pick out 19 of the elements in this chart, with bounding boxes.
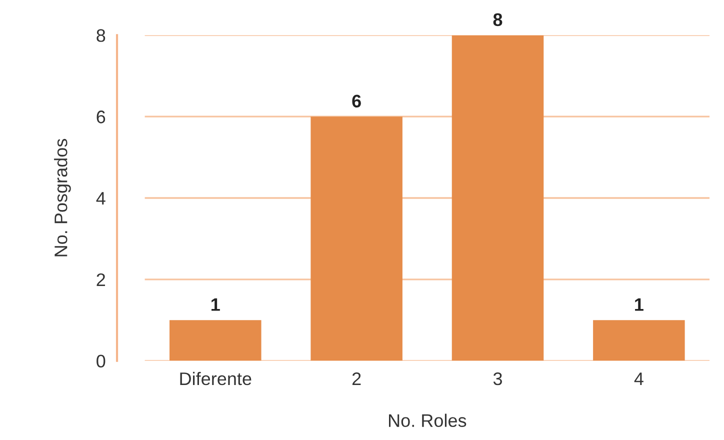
- y-tick-label: 6: [96, 110, 106, 124]
- data-label: 6: [352, 94, 361, 108]
- x-tick-label: Diferente: [180, 372, 252, 386]
- x-axis-title: No. Roles: [389, 414, 466, 428]
- x-tick-label: 4: [634, 372, 644, 385]
- y-tick-label: 0: [96, 354, 106, 368]
- bar: [452, 35, 544, 361]
- data-label: 1: [212, 298, 220, 311]
- data-label: 8: [493, 13, 502, 26]
- bar: [170, 320, 262, 361]
- y-axis-title: No. Posgrados: [54, 138, 71, 256]
- data-label: 1: [635, 298, 644, 311]
- y-tick-label: 8: [96, 29, 106, 42]
- x-tick-label: 2: [352, 372, 361, 385]
- y-tick-label: 4: [96, 192, 106, 205]
- x-tick-label: 3: [493, 372, 502, 386]
- y-tick-label: 2: [96, 273, 106, 286]
- bar: [310, 116, 402, 361]
- bar: [593, 320, 685, 361]
